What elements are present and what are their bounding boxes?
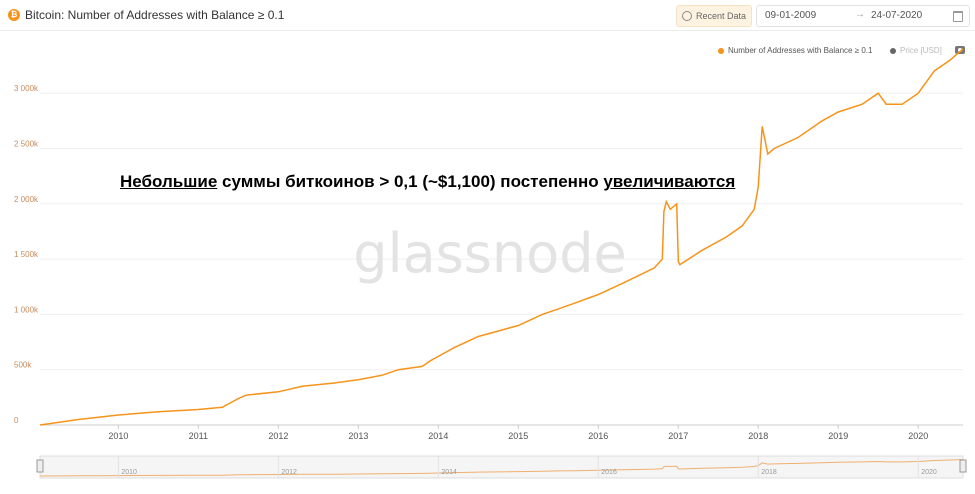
x-tick-label: 2017 <box>668 431 688 441</box>
legend-dot-orange <box>718 47 724 54</box>
navigator-handle-right[interactable] <box>959 459 967 473</box>
navigator-tick-label: 2018 <box>761 469 777 476</box>
navigator-tick-label: 2020 <box>921 469 937 476</box>
annotation-word-3: увеличиваются <box>603 172 736 191</box>
x-tick-label: 2013 <box>348 431 368 441</box>
grid-lines <box>40 92 963 426</box>
calendar-icon[interactable] <box>953 11 963 22</box>
x-tick-label: 2019 <box>828 431 848 441</box>
x-tick-label: 2012 <box>268 431 288 441</box>
range-navigator[interactable]: 2010 2012 2014 2016 2018 2020 <box>36 455 967 479</box>
clock-icon <box>681 11 692 21</box>
header-divider <box>0 30 975 31</box>
date-from-field[interactable]: 09-01-2009 <box>765 10 817 21</box>
navigator-tick-label: 2016 <box>601 469 617 476</box>
legend-item-price[interactable]: Price [USD] <box>890 46 942 55</box>
navigator-track <box>39 455 964 479</box>
title-group: ₿ Bitcoin: Number of Addresses with Bala… <box>8 8 284 22</box>
arrow-right-icon: → <box>855 9 865 20</box>
annotation-word-1: Небольшие <box>120 172 218 191</box>
x-axis-ticks: 2010 2011 2012 2013 2014 2015 2016 2017 2018 2019… <box>108 425 928 441</box>
legend-label-price: Price [USD] <box>900 46 942 55</box>
y-tick-label: 1 500k <box>14 250 39 259</box>
camera-icon[interactable] <box>955 46 965 54</box>
annotation-word-2: суммы биткоинов > 0,1 (~$1,100) постепен… <box>217 172 604 191</box>
bitcoin-icon: ₿ <box>8 9 20 21</box>
x-tick-label: 2011 <box>189 431 208 441</box>
navigator-handle-left[interactable] <box>36 459 44 473</box>
navigator-tick-label: 2014 <box>441 469 457 476</box>
recent-data-label: Recent Data <box>695 11 747 21</box>
y-tick-label: 2 500k <box>14 139 39 148</box>
date-to-field[interactable]: 24-07-2020 <box>871 10 923 21</box>
watermark-text: glassnode <box>353 222 626 285</box>
annotation-text: Небольшие суммы биткоинов > 0,1 (~$1,100… <box>120 172 735 192</box>
x-tick-label: 2018 <box>748 431 768 441</box>
y-axis-ticks: 0 500k 1 000k 1 500k 2 000k 2 500k 3 000k <box>14 84 39 425</box>
recent-data-button[interactable]: Recent Data <box>676 5 752 27</box>
x-tick-label: 2020 <box>908 431 928 441</box>
chart-title: Bitcoin: Number of Addresses with Balanc… <box>25 8 285 22</box>
legend-dot-gray <box>890 47 896 54</box>
x-tick-label: 2015 <box>508 431 528 441</box>
y-tick-label: 2 000k <box>14 195 39 204</box>
x-tick-label: 2014 <box>428 431 448 441</box>
chart-header: ₿ Bitcoin: Number of Addresses with Bala… <box>0 0 975 30</box>
y-tick-label: 0 <box>14 416 19 425</box>
navigator-tick-label: 2012 <box>281 469 297 476</box>
legend-item-addresses[interactable]: Number of Addresses with Balance ≥ 0.1 <box>718 46 872 55</box>
navigator-tick-label: 2010 <box>121 469 137 476</box>
y-tick-label: 500k <box>14 361 32 370</box>
x-tick-label: 2010 <box>108 431 128 441</box>
date-range-picker[interactable]: 09-01-2009 → 24-07-2020 <box>756 5 970 27</box>
legend-label-addresses: Number of Addresses with Balance ≥ 0.1 <box>728 46 873 55</box>
y-tick-label: 1 000k <box>14 305 39 314</box>
y-tick-label: 3 000k <box>14 84 39 93</box>
navigator-series-line <box>39 459 964 477</box>
x-tick-label: 2016 <box>588 431 608 441</box>
series-line-addresses <box>39 48 964 426</box>
